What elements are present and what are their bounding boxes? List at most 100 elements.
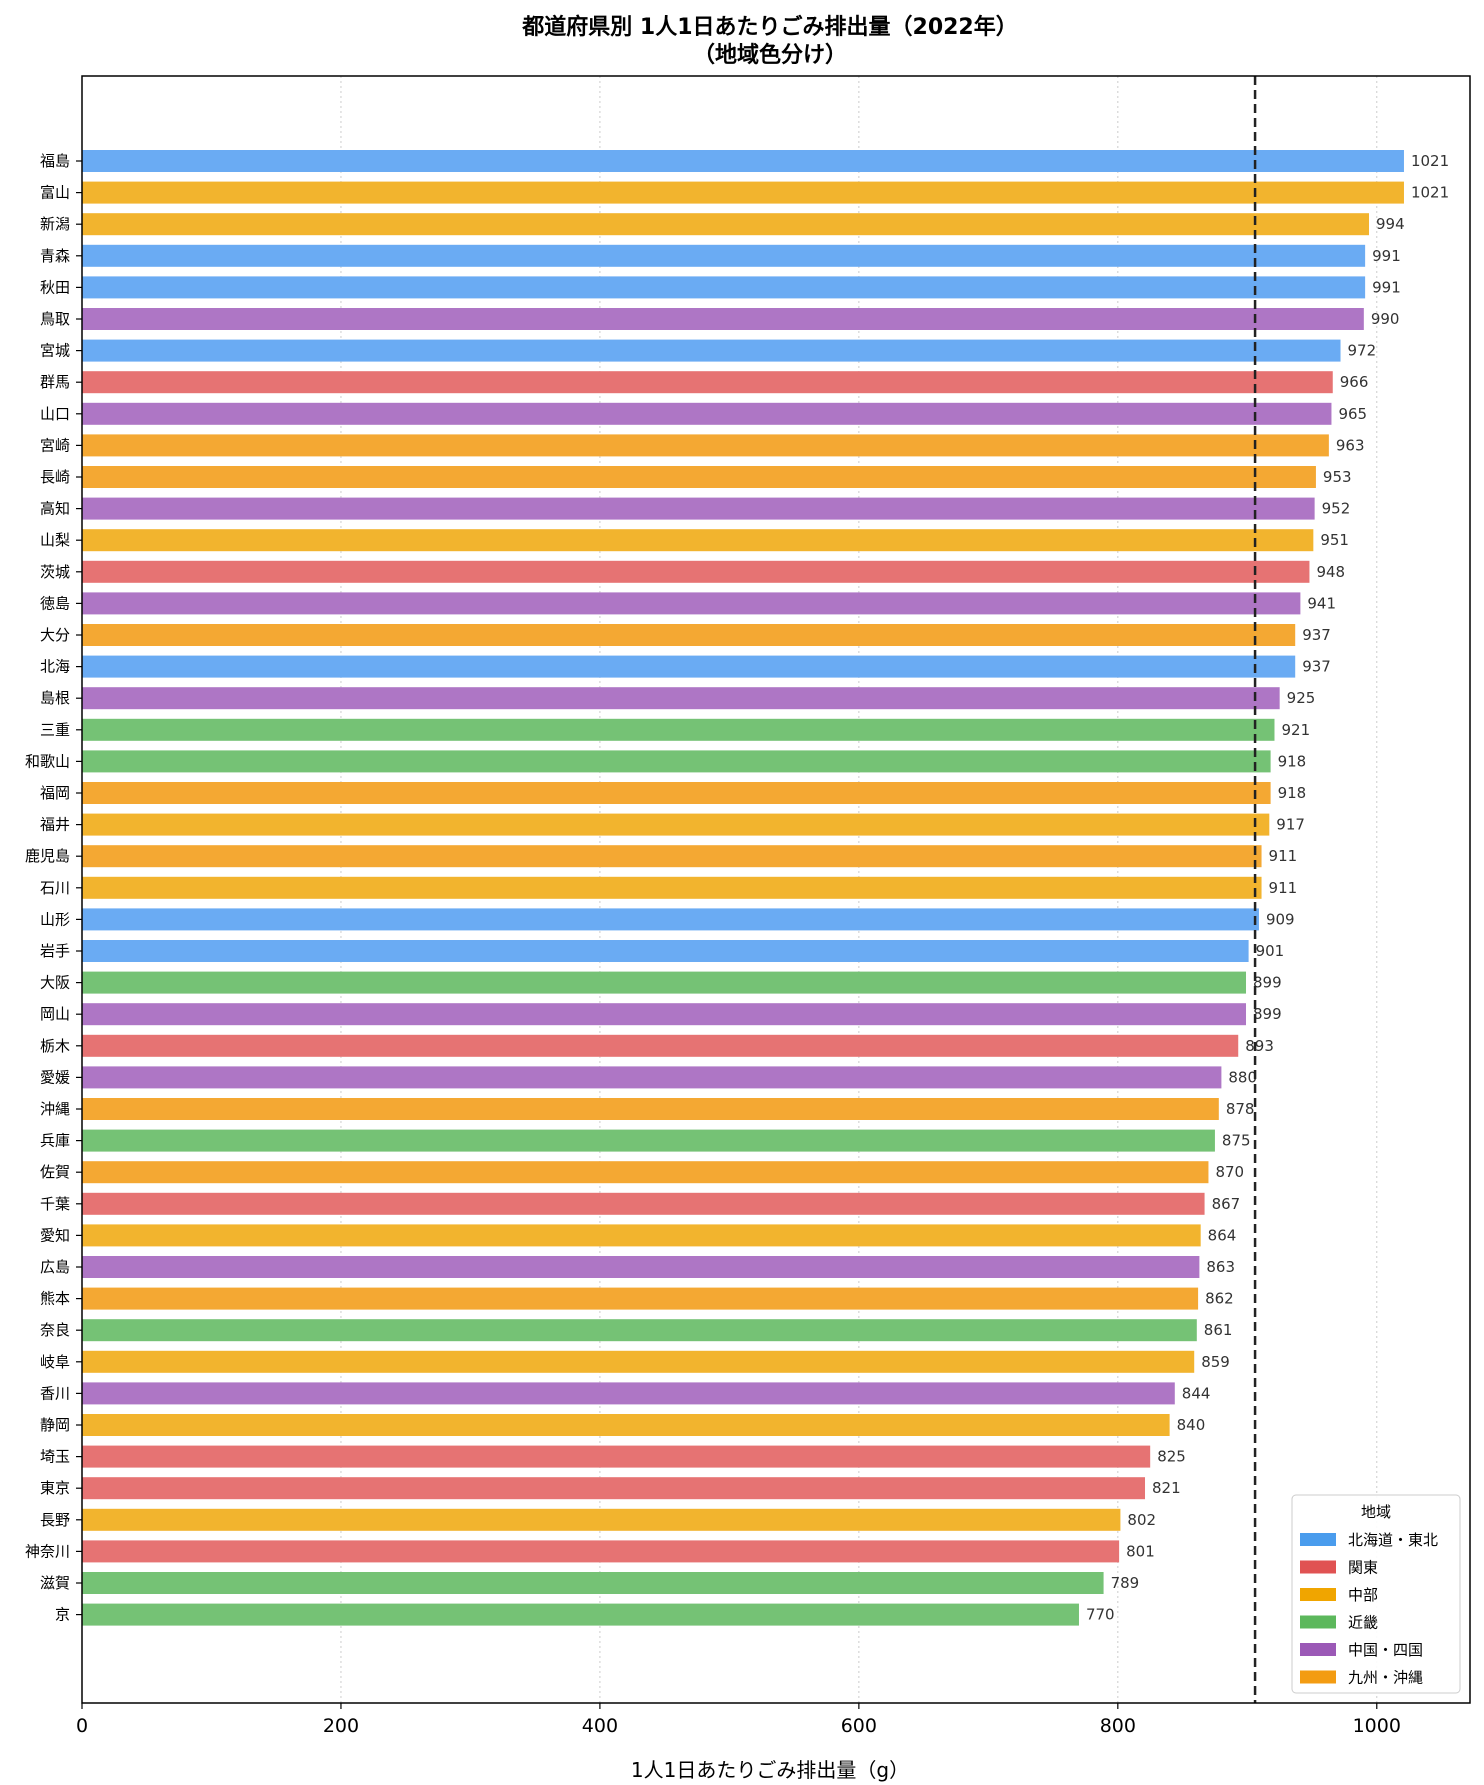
bar bbox=[82, 1034, 1239, 1057]
value-label: 921 bbox=[1281, 721, 1310, 739]
value-label: 770 bbox=[1086, 1606, 1115, 1624]
bar bbox=[82, 1508, 1121, 1531]
value-label: 859 bbox=[1201, 1353, 1230, 1371]
y-tick-label: 滋賀 bbox=[40, 1574, 70, 1592]
value-label: 937 bbox=[1302, 626, 1331, 644]
bar bbox=[82, 308, 1364, 330]
value-label: 990 bbox=[1371, 310, 1400, 328]
x-axis-label: 1人1日あたりごみ排出量（g） bbox=[631, 1758, 909, 1782]
bar bbox=[82, 339, 1341, 362]
legend-swatch bbox=[1300, 1615, 1336, 1629]
value-label: 911 bbox=[1269, 847, 1298, 865]
y-tick-label: 青森 bbox=[40, 247, 70, 265]
value-label: 994 bbox=[1376, 215, 1405, 233]
y-tick-label: 石川 bbox=[40, 879, 70, 897]
y-tick-label: 香川 bbox=[40, 1384, 70, 1402]
bar bbox=[82, 434, 1329, 457]
y-tick-label: 京 bbox=[55, 1606, 70, 1624]
value-label: 867 bbox=[1212, 1195, 1241, 1213]
bar bbox=[82, 150, 1404, 172]
y-tick-label: 山形 bbox=[40, 910, 70, 928]
value-label: 864 bbox=[1208, 1226, 1237, 1244]
bar bbox=[82, 244, 1366, 267]
value-label: 825 bbox=[1157, 1448, 1186, 1466]
bar bbox=[82, 908, 1259, 931]
bar bbox=[82, 624, 1296, 646]
value-label: 821 bbox=[1152, 1479, 1181, 1497]
value-label: 972 bbox=[1348, 342, 1377, 360]
value-label: 863 bbox=[1206, 1258, 1235, 1276]
bar bbox=[82, 1161, 1209, 1184]
y-tick-label: 宮城 bbox=[40, 342, 70, 360]
y-tick-label: 島根 bbox=[40, 689, 70, 707]
value-label: 991 bbox=[1372, 247, 1401, 265]
y-tick-label: 沖縄 bbox=[40, 1100, 70, 1118]
bar bbox=[82, 876, 1262, 899]
value-label: 952 bbox=[1322, 500, 1351, 518]
value-label: 951 bbox=[1320, 531, 1349, 549]
value-label: 963 bbox=[1336, 436, 1365, 454]
value-label: 948 bbox=[1316, 563, 1345, 581]
y-tick-label: 福岡 bbox=[40, 784, 70, 802]
bar bbox=[82, 1382, 1175, 1405]
value-label: 965 bbox=[1338, 405, 1367, 423]
y-tick-label: 福井 bbox=[40, 816, 70, 834]
x-axis-ticks: 0 200 400 600 800 1000 bbox=[76, 1703, 1401, 1737]
value-label: 911 bbox=[1269, 879, 1298, 897]
y-tick-label: 山梨 bbox=[40, 531, 70, 549]
y-tick-label: 東京 bbox=[40, 1479, 70, 1497]
bar bbox=[82, 371, 1333, 394]
bar bbox=[82, 560, 1310, 583]
legend-swatch bbox=[1300, 1588, 1336, 1601]
bar bbox=[82, 971, 1247, 994]
bar bbox=[82, 1540, 1120, 1563]
y-tick-label: 新潟 bbox=[40, 215, 70, 233]
value-label: 966 bbox=[1340, 373, 1369, 391]
legend-entry-label: 九州・沖縄 bbox=[1348, 1669, 1423, 1687]
y-tick-label: 熊本 bbox=[40, 1290, 70, 1308]
value-label: 991 bbox=[1372, 278, 1401, 296]
chart-title: 都道府県別 1人1日あたりごみ排出量（2022年） bbox=[521, 14, 1018, 40]
bar bbox=[82, 687, 1280, 710]
value-label: 862 bbox=[1205, 1290, 1234, 1308]
y-tick-label: 岩手 bbox=[40, 942, 70, 960]
value-labels: 1021 1021 994 991 991 990 972 966 965 963 953 952 95… bbox=[1086, 152, 1449, 1624]
value-label: 918 bbox=[1278, 784, 1307, 802]
legend-swatch bbox=[1300, 1533, 1336, 1546]
bar bbox=[82, 1066, 1222, 1089]
value-label: 789 bbox=[1111, 1574, 1140, 1592]
value-label: 801 bbox=[1126, 1542, 1155, 1560]
y-tick-label: 岐阜 bbox=[40, 1353, 70, 1371]
bar bbox=[82, 1319, 1197, 1342]
bar bbox=[82, 1098, 1219, 1120]
y-tick-label: 神奈川 bbox=[25, 1542, 70, 1560]
x-tick-label: 800 bbox=[1100, 1715, 1136, 1737]
bar bbox=[82, 718, 1275, 741]
legend-swatch bbox=[1300, 1560, 1336, 1574]
y-tick-label: 北海 bbox=[40, 658, 70, 676]
legend-title: 地域 bbox=[1361, 1503, 1391, 1521]
value-label: 802 bbox=[1127, 1511, 1156, 1529]
x-tick-label: 400 bbox=[582, 1715, 618, 1737]
value-label: 893 bbox=[1245, 1037, 1274, 1055]
bar bbox=[82, 466, 1316, 488]
value-label: 953 bbox=[1323, 468, 1352, 486]
bars bbox=[82, 150, 1404, 1626]
bar bbox=[82, 1414, 1170, 1436]
value-label: 840 bbox=[1177, 1416, 1206, 1434]
value-label: 909 bbox=[1266, 910, 1295, 928]
value-label: 844 bbox=[1182, 1384, 1211, 1402]
y-tick-label: 宮崎 bbox=[40, 436, 70, 454]
y-tick-label: 愛媛 bbox=[40, 1068, 70, 1086]
y-tick-label: 大阪 bbox=[40, 974, 70, 992]
y-tick-label: 群馬 bbox=[40, 373, 70, 391]
y-tick-label: 静岡 bbox=[40, 1416, 70, 1434]
y-tick-label: 三重 bbox=[40, 721, 70, 739]
y-tick-label: 長野 bbox=[40, 1511, 70, 1529]
x-tick-label: 1000 bbox=[1353, 1715, 1401, 1737]
y-tick-label: 茨城 bbox=[40, 563, 70, 581]
y-tick-label: 山口 bbox=[40, 405, 70, 423]
legend-swatch bbox=[1300, 1670, 1336, 1684]
